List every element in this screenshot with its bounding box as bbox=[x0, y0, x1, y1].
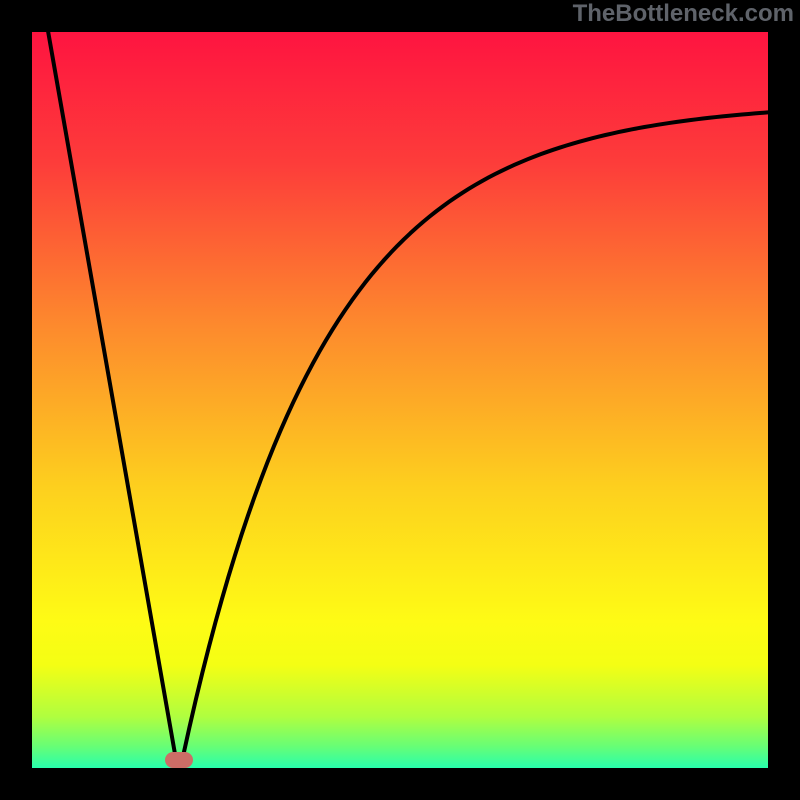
optimal-point-marker bbox=[165, 752, 193, 768]
chart-frame: TheBottleneck.com bbox=[0, 0, 800, 800]
bottleneck-curve bbox=[32, 32, 768, 768]
attribution-text: TheBottleneck.com bbox=[573, 0, 794, 28]
curve-path bbox=[48, 32, 768, 757]
plot-area bbox=[32, 32, 768, 768]
